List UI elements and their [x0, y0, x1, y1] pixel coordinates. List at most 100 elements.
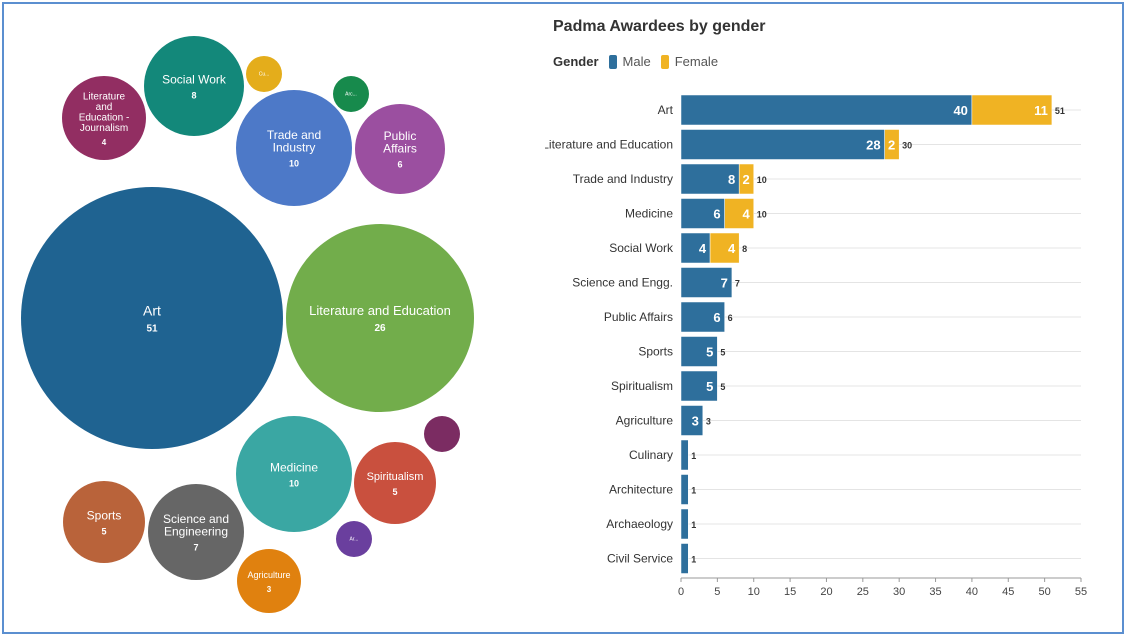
bubble-unlabeled[interactable] [424, 416, 460, 452]
bubble-circle-sports [63, 481, 145, 563]
x-tick-label: 0 [678, 586, 684, 598]
bubble-agriculture[interactable]: Agriculture 3 [237, 549, 301, 613]
bar-male-literature-and-education[interactable] [680, 129, 885, 160]
bar-male-science-and-engg[interactable] [680, 267, 733, 298]
bar-female-medicine[interactable] [724, 198, 754, 229]
bubble-label-art: Art [143, 303, 161, 319]
bubble-circle-ar [336, 521, 372, 557]
bar-female-art[interactable] [971, 94, 1053, 126]
bubble-spiritualism[interactable]: Spiritualism 5 [354, 442, 436, 524]
bar-female-social-work[interactable] [709, 232, 740, 264]
bubble-cu[interactable]: Cu... [246, 56, 282, 92]
bar-value-male-sports: 5 [706, 345, 713, 360]
bubble-label-literature-and-education: Literature and Education [309, 303, 451, 318]
bar-male-archaeology[interactable] [680, 508, 689, 540]
bubble-circle-social-work [144, 36, 244, 136]
bubble-art[interactable]: Art 51 [21, 187, 283, 449]
bubble-label-trade-and-industry: Industry [273, 141, 316, 155]
bubble-value-agriculture: 3 [267, 585, 272, 594]
bubble-chart: Art 51 Literature and Education 26 Trade and… [21, 36, 474, 613]
bubble-literature-and-education[interactable]: Literature and Education 26 [286, 224, 474, 412]
bubble-medicine[interactable]: Medicine 10 [236, 416, 352, 532]
bar-male-art[interactable] [680, 94, 973, 126]
bar-male-medicine[interactable] [680, 198, 725, 229]
bar-male-culinary[interactable] [680, 439, 689, 471]
x-tick-label: 20 [820, 586, 832, 598]
bubble-label-science-and-engineering: Engineering [164, 525, 228, 539]
bar-value-male-spiritualism: 5 [706, 379, 713, 394]
bubble-label-trade-and-industry: Trade and [267, 128, 321, 142]
category-label-public-affairs: Public Affairs [604, 310, 673, 324]
bar-value-male-science-and-engg: 7 [721, 276, 728, 291]
bubble-circle-literature-and-education-journalism [62, 76, 146, 160]
bubble-value-public-affairs: 6 [397, 160, 402, 170]
bubble-social-work[interactable]: Social Work 8 [144, 36, 244, 136]
bar-value-male-social-work: 4 [699, 241, 707, 256]
bubble-label-literature-and-education-journalism: Education - [79, 113, 130, 124]
bubble-circle-arc [333, 76, 369, 112]
bubble-sports[interactable]: Sports 5 [63, 481, 145, 563]
bubble-label-literature-and-education-journalism: Literature [83, 92, 126, 103]
x-tick-label: 30 [893, 586, 905, 598]
category-label-architecture: Architecture [609, 483, 673, 497]
bar-female-literature-and-education[interactable] [884, 129, 900, 160]
bar-male-public-affairs[interactable] [680, 301, 725, 333]
x-tick-label: 15 [784, 586, 796, 598]
bar-male-trade-and-industry[interactable] [680, 163, 740, 195]
bubble-label-spiritualism: Spiritualism [367, 471, 424, 483]
bar-value-female-literature-and-education: 2 [888, 138, 895, 153]
bubble-label-medicine: Medicine [270, 460, 318, 474]
x-tick-label: 5 [714, 586, 720, 598]
bubble-circle-spiritualism [354, 442, 436, 524]
bar-value-male-literature-and-education: 28 [866, 138, 880, 153]
bar-total-art: 51 [1055, 106, 1065, 116]
bubble-label-agriculture: Agriculture [247, 570, 290, 580]
bubble-value-literature-and-education-journalism: 4 [102, 138, 107, 147]
bubble-circle-cu [246, 56, 282, 92]
bar-value-male-medicine: 6 [713, 207, 720, 222]
bar-male-civil-service[interactable] [680, 543, 689, 574]
chart-title: Padma Awardees by gender [553, 18, 766, 35]
bar-female-trade-and-industry[interactable] [738, 163, 754, 195]
bubble-circle-public-affairs [355, 104, 445, 194]
bubble-value-spiritualism: 5 [392, 487, 397, 497]
bar-total-literature-and-education: 30 [902, 141, 912, 151]
x-tick-label: 10 [748, 586, 760, 598]
bubble-value-medicine: 10 [289, 478, 299, 488]
bubble-ar[interactable]: Ar... [336, 521, 372, 557]
bubble-value-literature-and-education: 26 [374, 323, 386, 334]
bar-male-sports[interactable] [680, 336, 718, 367]
bar-male-architecture[interactable] [680, 474, 689, 505]
category-label-trade-and-industry: Trade and Industry [573, 172, 673, 186]
bar-male-social-work[interactable] [680, 232, 711, 264]
x-tick-label: 50 [1039, 586, 1051, 598]
bubble-value-trade-and-industry: 10 [289, 159, 299, 169]
bubble-circle-art [21, 187, 283, 449]
bubble-label-ar: Ar... [350, 537, 359, 543]
x-tick-label: 45 [1002, 586, 1014, 598]
bubble-arc[interactable]: Arc... [333, 76, 369, 112]
bar-male-agriculture[interactable] [680, 405, 704, 436]
bar-value-male-public-affairs: 6 [713, 310, 720, 325]
bubble-label-literature-and-education-journalism: Journalism [80, 123, 128, 134]
bar-total-culinary: 1 [691, 451, 696, 461]
bubble-value-science-and-engineering: 7 [193, 543, 198, 553]
bar-value-female-art: 11 [1034, 103, 1048, 118]
legend: Gender Male Female [553, 54, 718, 69]
bar-male-spiritualism[interactable] [680, 370, 718, 402]
bubble-circle-trade-and-industry [236, 90, 352, 206]
bubble-label-social-work: Social Work [162, 72, 227, 86]
bubble-label-science-and-engineering: Science and [163, 512, 229, 526]
bar-value-male-agriculture: 3 [692, 414, 699, 429]
bar-value-female-social-work: 4 [728, 241, 736, 256]
category-label-sports: Sports [638, 345, 673, 359]
legend-title: Gender [553, 54, 599, 69]
bar-value-female-trade-and-industry: 2 [742, 172, 749, 187]
category-label-social-work: Social Work [609, 241, 674, 255]
bar-total-medicine: 10 [757, 210, 767, 220]
